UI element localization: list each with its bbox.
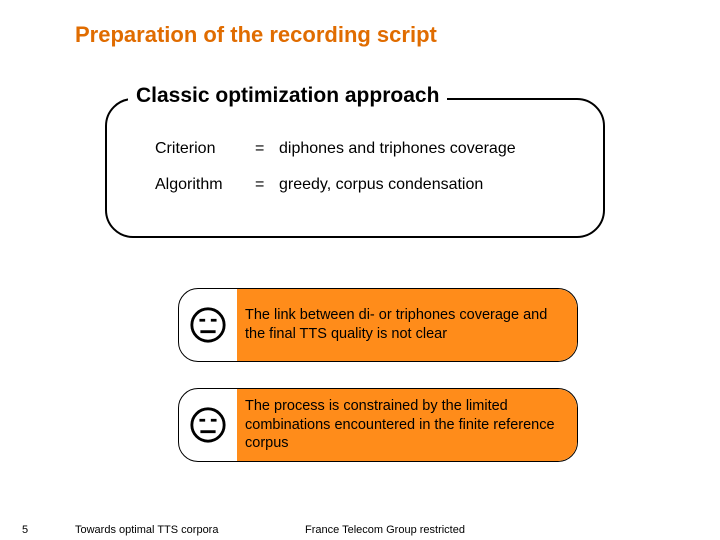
footer-left: Towards optimal TTS corpora bbox=[75, 524, 218, 536]
neutral-face-icon bbox=[179, 289, 237, 361]
callouts: The link between di- or triphones covera… bbox=[178, 288, 578, 488]
def-eq: = bbox=[255, 176, 279, 194]
definition-row: Algorithm = greedy, corpus condensation bbox=[155, 176, 516, 194]
callout-text: The link between di- or triphones covera… bbox=[237, 289, 577, 361]
neutral-face-icon bbox=[179, 389, 237, 461]
def-term: Algorithm bbox=[155, 176, 255, 194]
approach-box-label: Classic optimization approach bbox=[128, 84, 447, 108]
callout: The link between di- or triphones covera… bbox=[178, 288, 578, 362]
definition-row: Criterion = diphones and triphones cover… bbox=[155, 140, 516, 158]
page-number: 5 bbox=[22, 524, 28, 536]
def-eq: = bbox=[255, 140, 279, 158]
def-value: diphones and triphones coverage bbox=[279, 140, 516, 158]
callout: The process is constrained by the limite… bbox=[178, 388, 578, 462]
def-term: Criterion bbox=[155, 140, 255, 158]
definitions: Criterion = diphones and triphones cover… bbox=[155, 140, 516, 212]
footer-right: France Telecom Group restricted bbox=[305, 524, 465, 536]
slide-title: Preparation of the recording script bbox=[75, 22, 437, 48]
callout-text: The process is constrained by the limite… bbox=[237, 389, 577, 461]
def-value: greedy, corpus condensation bbox=[279, 176, 483, 194]
